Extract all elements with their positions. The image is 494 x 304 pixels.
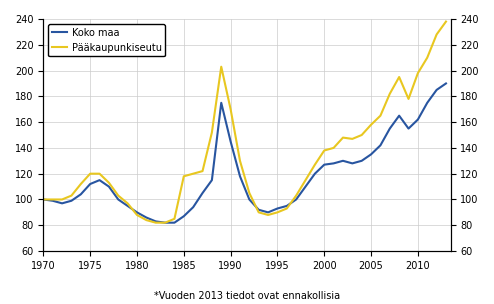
Pääkaupunkiseutu: [293, 194, 299, 197]
Koko maa: [106, 185, 112, 188]
Legend: Koko maa, Pääkaupunkiseutu: Koko maa, Pääkaupunkiseutu: [48, 24, 165, 57]
Pääkaupunkiseutu: [171, 217, 177, 221]
Pääkaupunkiseutu: [153, 221, 159, 224]
Koko maa: [41, 198, 46, 201]
Pääkaupunkiseutu: [69, 194, 75, 197]
Koko maa: [443, 82, 449, 85]
Pääkaupunkiseutu: [434, 33, 440, 36]
Pääkaupunkiseutu: [284, 207, 290, 210]
Pääkaupunkiseutu: [134, 213, 140, 217]
Pääkaupunkiseutu: [87, 172, 93, 175]
Line: Pääkaupunkiseutu: Pääkaupunkiseutu: [43, 22, 446, 223]
Pääkaupunkiseutu: [265, 213, 271, 217]
Koko maa: [387, 127, 393, 130]
Pääkaupunkiseutu: [106, 181, 112, 185]
Koko maa: [349, 161, 355, 165]
Koko maa: [406, 127, 412, 130]
Koko maa: [87, 182, 93, 186]
Pääkaupunkiseutu: [406, 97, 412, 101]
Pääkaupunkiseutu: [59, 198, 65, 201]
Pääkaupunkiseutu: [162, 221, 168, 224]
Pääkaupunkiseutu: [377, 114, 383, 118]
Koko maa: [312, 172, 318, 175]
Koko maa: [171, 221, 177, 224]
Pääkaupunkiseutu: [124, 202, 130, 205]
Pääkaupunkiseutu: [218, 65, 224, 68]
Koko maa: [275, 207, 281, 210]
Koko maa: [293, 198, 299, 201]
Pääkaupunkiseutu: [209, 131, 215, 134]
Koko maa: [359, 159, 365, 163]
Pääkaupunkiseutu: [302, 178, 308, 182]
Koko maa: [256, 208, 262, 212]
Koko maa: [190, 206, 196, 209]
Pääkaupunkiseutu: [50, 198, 56, 201]
Koko maa: [218, 101, 224, 105]
Koko maa: [181, 214, 187, 218]
Koko maa: [284, 204, 290, 208]
Pääkaupunkiseutu: [143, 218, 149, 222]
Koko maa: [69, 199, 75, 202]
Koko maa: [330, 161, 336, 165]
Pääkaupunkiseutu: [200, 169, 206, 173]
Pääkaupunkiseutu: [312, 163, 318, 167]
Line: Koko maa: Koko maa: [43, 84, 446, 223]
Koko maa: [265, 211, 271, 214]
Pääkaupunkiseutu: [275, 211, 281, 214]
Koko maa: [321, 163, 327, 167]
Text: *Vuoden 2013 tiedot ovat ennakollisia: *Vuoden 2013 tiedot ovat ennakollisia: [154, 291, 340, 301]
Koko maa: [302, 185, 308, 188]
Koko maa: [340, 159, 346, 163]
Pääkaupunkiseutu: [330, 146, 336, 150]
Koko maa: [200, 191, 206, 195]
Pääkaupunkiseutu: [237, 159, 243, 163]
Koko maa: [153, 219, 159, 223]
Pääkaupunkiseutu: [443, 20, 449, 23]
Koko maa: [377, 143, 383, 147]
Pääkaupunkiseutu: [41, 198, 46, 201]
Pääkaupunkiseutu: [349, 137, 355, 141]
Pääkaupunkiseutu: [181, 174, 187, 178]
Pääkaupunkiseutu: [228, 107, 234, 111]
Koko maa: [124, 204, 130, 208]
Koko maa: [162, 221, 168, 224]
Koko maa: [228, 140, 234, 143]
Koko maa: [96, 178, 102, 182]
Koko maa: [134, 211, 140, 214]
Pääkaupunkiseutu: [387, 92, 393, 95]
Koko maa: [424, 101, 430, 105]
Koko maa: [209, 178, 215, 182]
Pääkaupunkiseutu: [359, 133, 365, 137]
Pääkaupunkiseutu: [396, 75, 402, 79]
Koko maa: [368, 153, 374, 156]
Pääkaupunkiseutu: [247, 191, 252, 195]
Pääkaupunkiseutu: [368, 123, 374, 126]
Koko maa: [415, 118, 421, 121]
Pääkaupunkiseutu: [424, 56, 430, 60]
Koko maa: [247, 198, 252, 201]
Koko maa: [396, 114, 402, 118]
Pääkaupunkiseutu: [96, 172, 102, 175]
Pääkaupunkiseutu: [340, 136, 346, 140]
Pääkaupunkiseutu: [256, 211, 262, 214]
Koko maa: [50, 199, 56, 202]
Koko maa: [237, 174, 243, 178]
Koko maa: [115, 198, 121, 201]
Koko maa: [59, 202, 65, 205]
Koko maa: [78, 192, 84, 196]
Koko maa: [434, 88, 440, 92]
Pääkaupunkiseutu: [415, 71, 421, 75]
Pääkaupunkiseutu: [78, 182, 84, 186]
Pääkaupunkiseutu: [321, 149, 327, 152]
Pääkaupunkiseutu: [190, 172, 196, 175]
Koko maa: [143, 216, 149, 219]
Pääkaupunkiseutu: [115, 194, 121, 197]
